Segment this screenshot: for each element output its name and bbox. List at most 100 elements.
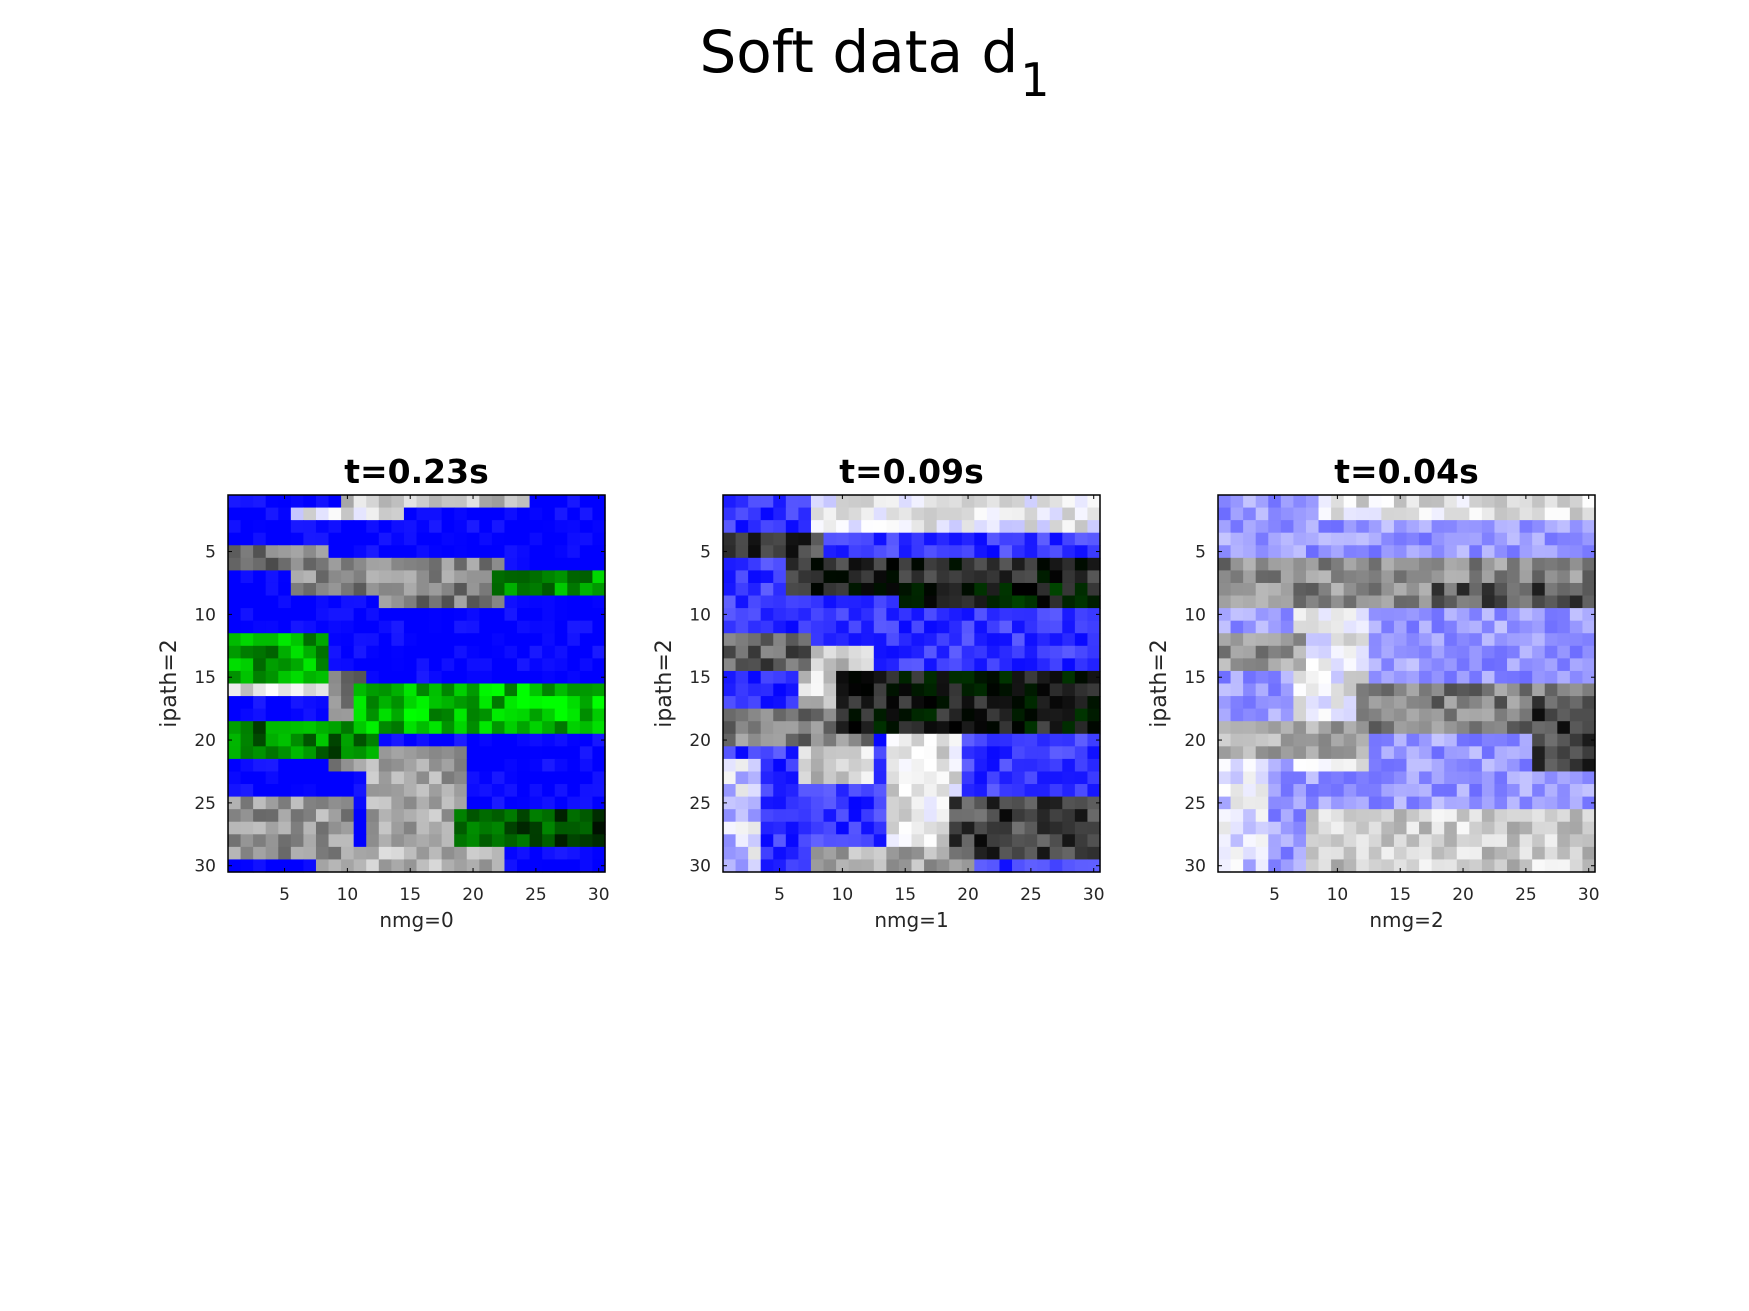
heatmap-cell	[886, 683, 900, 697]
heatmap-cell	[961, 595, 975, 609]
heatmap-cell	[429, 545, 443, 559]
heatmap-cell	[1494, 670, 1508, 685]
heatmap-cell	[441, 721, 455, 735]
heatmap-cell	[1087, 809, 1101, 823]
heatmap-cell	[429, 696, 443, 710]
heatmap-cell	[579, 809, 594, 823]
heatmap-cell	[1024, 570, 1038, 584]
heatmap-cell	[1532, 670, 1546, 685]
heatmap-panel: 5 10 15 20 25 3051015202530t=0.04snmg=2ipath=…	[1147, 452, 1600, 932]
heatmap-cell	[1318, 784, 1332, 798]
heatmap-cell	[1074, 859, 1089, 873]
heatmap-cell	[1406, 658, 1420, 672]
heatmap-cell	[504, 771, 518, 785]
heatmap-cell	[1393, 582, 1408, 597]
heatmap-cell	[1268, 570, 1282, 584]
heatmap-cell	[554, 570, 568, 584]
heatmap-cell	[836, 746, 850, 760]
heatmap-cell	[1305, 721, 1320, 735]
heatmap-cell	[798, 532, 812, 546]
heatmap-cell	[1532, 846, 1546, 861]
heatmap-cell	[1331, 520, 1345, 534]
heatmap-cell	[1280, 557, 1294, 571]
heatmap-cell	[848, 495, 862, 509]
heatmap-cell	[961, 557, 975, 571]
heatmap-cell	[1230, 809, 1244, 823]
heatmap-cell	[554, 746, 568, 760]
heatmap-cell	[810, 582, 825, 597]
heatmap-cell	[748, 696, 762, 710]
heatmap-cell	[504, 846, 518, 861]
heatmap-cell	[441, 846, 455, 861]
heatmap-cell	[391, 696, 405, 710]
heatmap-cell	[303, 758, 317, 773]
heatmap-cell	[760, 771, 774, 785]
heatmap-cell	[848, 746, 862, 760]
heatmap-cell	[554, 834, 568, 848]
y-tick-label: 15	[1184, 668, 1206, 688]
heatmap-cell	[1456, 595, 1470, 609]
heatmap-cell	[1074, 620, 1089, 634]
heatmap-cell	[1024, 495, 1038, 509]
heatmap-cell	[315, 545, 330, 559]
y-tick-label: 15	[689, 668, 711, 688]
heatmap-cell	[1318, 746, 1332, 760]
heatmap-cell	[861, 532, 875, 546]
heatmap-cell	[529, 708, 543, 722]
heatmap-cell	[785, 733, 799, 747]
heatmap-cell	[1293, 834, 1307, 848]
heatmap-cell	[391, 746, 405, 760]
heatmap-cell	[315, 633, 330, 647]
heatmap-cell	[1087, 520, 1101, 534]
heatmap-cell	[886, 570, 900, 584]
heatmap-cell	[341, 721, 355, 735]
heatmap-cell	[1544, 721, 1558, 735]
heatmap-cell	[479, 683, 493, 697]
heatmap-cell	[253, 670, 267, 685]
heatmap-cell	[454, 784, 468, 798]
heatmap-cell	[1230, 495, 1244, 509]
heatmap-cell	[567, 545, 581, 559]
heatmap-cell	[1305, 821, 1320, 835]
heatmap-cell	[1444, 721, 1458, 735]
heatmap-cell	[1074, 746, 1089, 760]
heatmap-cell	[1331, 595, 1345, 609]
heatmap-cell	[1305, 846, 1320, 861]
heatmap-cell	[416, 645, 430, 659]
heatmap-cell	[1456, 834, 1470, 848]
heatmap-cell	[378, 809, 392, 823]
heatmap-cell	[353, 784, 367, 798]
heatmap-cell	[366, 821, 380, 835]
heatmap-cell	[760, 620, 774, 634]
heatmap-cell	[366, 620, 380, 634]
heatmap-cell	[1481, 582, 1496, 597]
heatmap-cell	[886, 809, 900, 823]
y-tick-label: 25	[689, 794, 711, 814]
heatmap-cell	[873, 771, 887, 785]
heatmap-cell	[1074, 721, 1089, 735]
heatmap-cell	[567, 708, 581, 722]
heatmap-cell	[1507, 520, 1521, 534]
heatmap-cell	[1268, 859, 1282, 873]
heatmap-cell	[1012, 608, 1026, 622]
heatmap-cell	[1293, 821, 1307, 835]
heatmap-cell	[253, 507, 267, 521]
heatmap-cell	[1519, 784, 1533, 798]
heatmap-cell	[898, 658, 913, 672]
heatmap-cell	[1049, 620, 1063, 634]
heatmap-cell	[924, 582, 938, 597]
heatmap-cell	[517, 809, 531, 823]
heatmap-cell	[1544, 846, 1558, 861]
heatmap-cell	[378, 582, 392, 597]
heatmap-cell	[592, 796, 606, 810]
heatmap-cell	[823, 495, 837, 509]
heatmap-cell	[1218, 520, 1232, 534]
heatmap-cell	[378, 696, 392, 710]
heatmap-cell	[1481, 595, 1496, 609]
heatmap-cell	[836, 645, 850, 659]
heatmap-cell	[924, 834, 938, 848]
heatmap-cell	[911, 495, 925, 509]
heatmap-cell	[936, 859, 950, 873]
heatmap-cell	[974, 721, 988, 735]
heatmap-cell	[1406, 608, 1420, 622]
